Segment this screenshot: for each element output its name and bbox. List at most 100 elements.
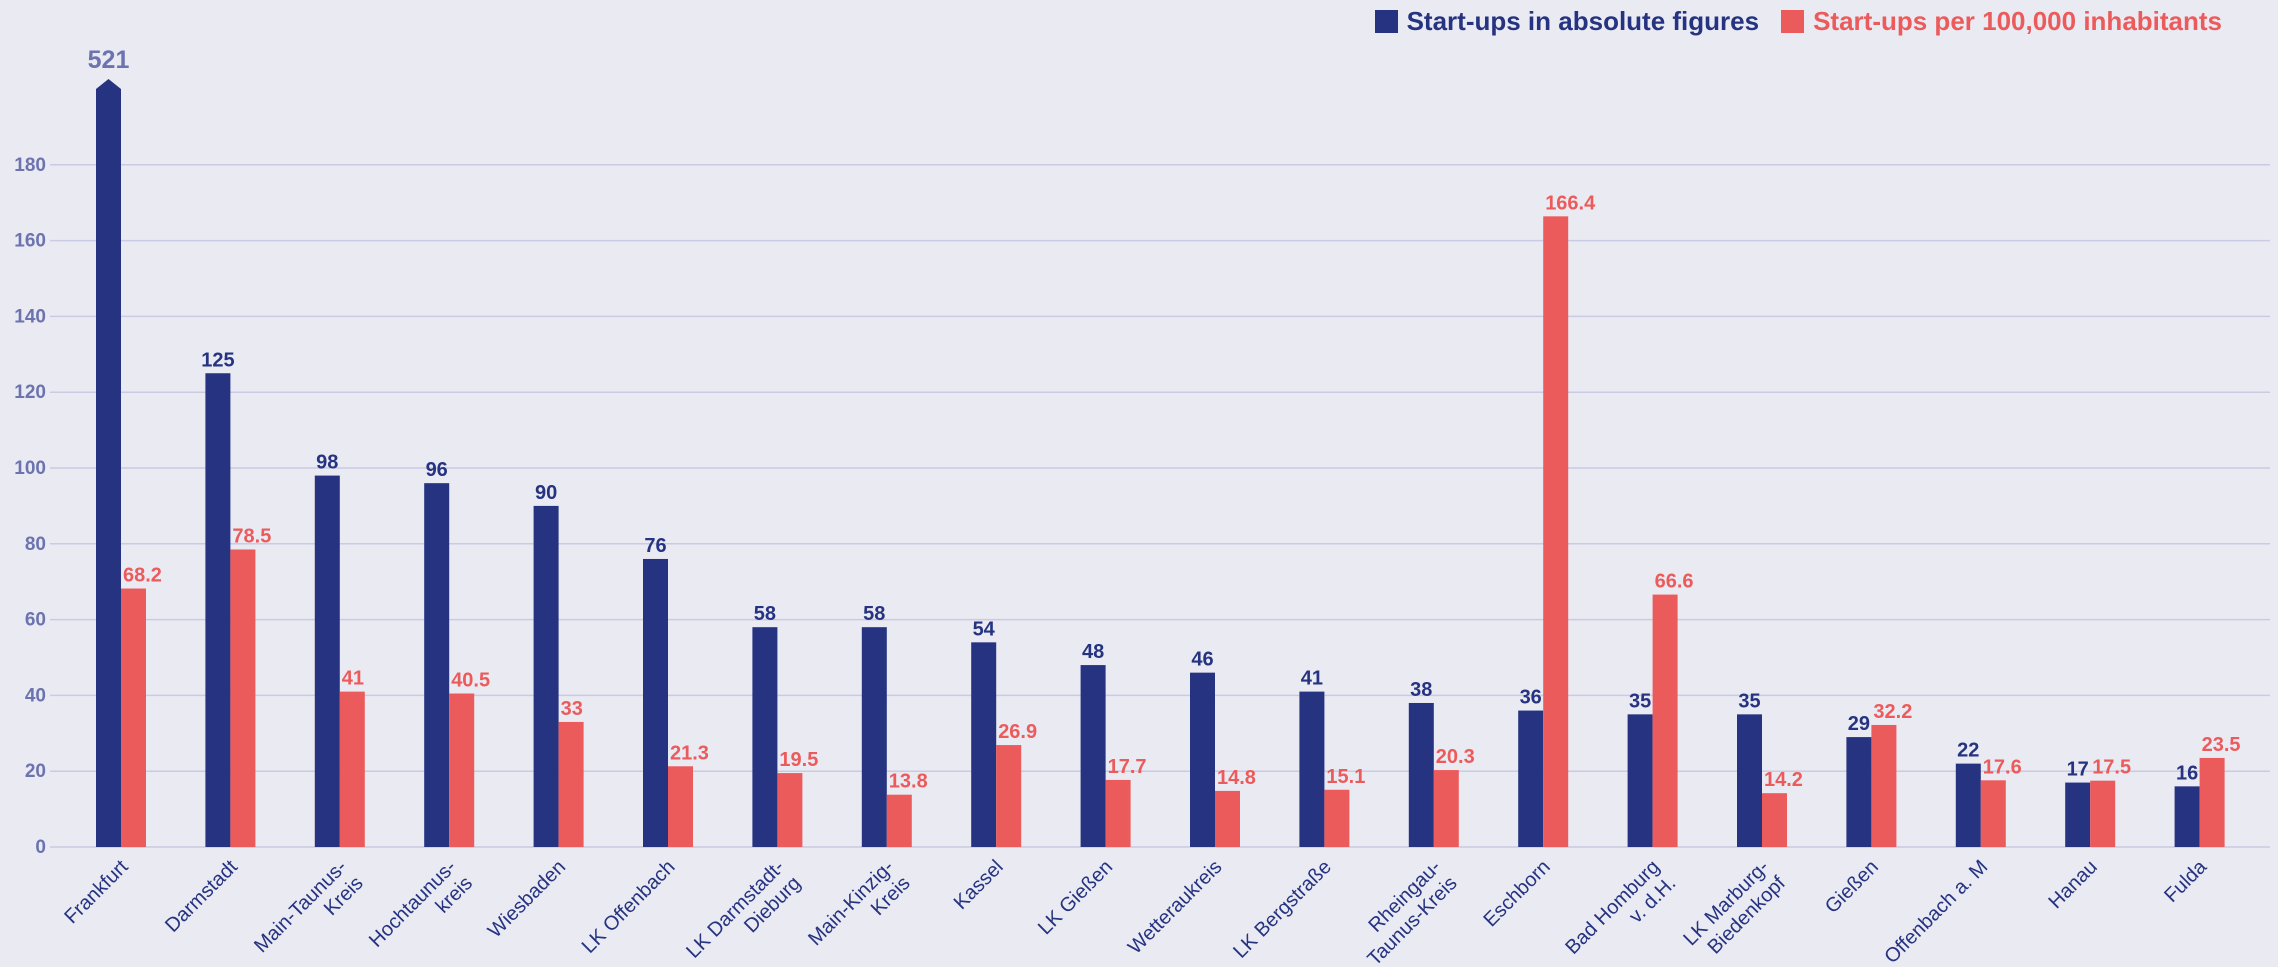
bar-per-capita bbox=[230, 549, 256, 847]
category-label-group: Wiesbaden bbox=[484, 856, 570, 942]
legend-swatch-per-capita bbox=[1781, 10, 1805, 33]
bar-absolute bbox=[1955, 763, 1981, 847]
bar-per-capita bbox=[1324, 789, 1350, 847]
category-label-group: Rheingau-Taunus-Kreis bbox=[1364, 856, 1462, 967]
bar-absolute bbox=[2065, 782, 2091, 847]
data-label: 90 bbox=[535, 482, 557, 504]
y-tick-label: 40 bbox=[25, 685, 46, 706]
category-label-group: Offenbach a. M bbox=[1880, 856, 1992, 967]
data-label: 15.1 bbox=[1326, 766, 1365, 788]
data-label: 35 bbox=[1738, 690, 1760, 712]
data-label: 58 bbox=[863, 603, 885, 625]
bar-per-capita bbox=[2090, 780, 2116, 847]
x-axis-categories: Frankfurt Darmstadt Main-Taunus-KreisHocht… bbox=[60, 855, 2211, 967]
data-label: 17.7 bbox=[1108, 756, 1147, 778]
bar-per-capita bbox=[1762, 793, 1787, 847]
data-label: 38 bbox=[1410, 679, 1432, 701]
bar-per-capita bbox=[996, 745, 1022, 847]
data-label: 13.8 bbox=[889, 771, 928, 793]
legend-label-per-capita: Start-ups per 100,000 inhabitants bbox=[1813, 6, 2222, 36]
data-label: 521 bbox=[88, 46, 130, 74]
y-tick-label: 140 bbox=[14, 306, 46, 327]
y-tick-label: 180 bbox=[14, 155, 46, 176]
category-label: Offenbach a. M bbox=[1880, 856, 1992, 967]
bar-per-capita bbox=[339, 691, 365, 847]
data-label: 40.5 bbox=[451, 670, 490, 692]
y-tick-label: 100 bbox=[14, 458, 46, 479]
bar-per-capita bbox=[558, 721, 584, 847]
bar-absolute bbox=[1518, 710, 1544, 847]
legend-item-absolute: Start-ups in absolute figures bbox=[1374, 6, 1760, 37]
data-label: 46 bbox=[1191, 649, 1213, 671]
category-label: Wetteraukreis bbox=[1124, 856, 1227, 959]
category-label-group: Darmstadt bbox=[161, 856, 242, 937]
bar-absolute bbox=[205, 373, 231, 847]
data-label: 20.3 bbox=[1436, 746, 1475, 768]
y-tick-label: 60 bbox=[25, 610, 46, 631]
data-label: 19.5 bbox=[779, 749, 818, 771]
bar-per-capita bbox=[1871, 724, 1897, 847]
data-label: 76 bbox=[644, 535, 666, 557]
category-label-group: Main-Kinzig-Kreis bbox=[804, 856, 914, 950]
data-label: 14.8 bbox=[1217, 767, 1256, 789]
data-label: 36 bbox=[1520, 687, 1542, 709]
category-label-group: LK Darmstadt-Dieburg bbox=[682, 856, 805, 963]
category-label-group: Hanau bbox=[2045, 856, 2102, 913]
bar-per-capita bbox=[2199, 757, 2225, 847]
category-label: Hanau bbox=[2045, 856, 2102, 913]
bar-absolute bbox=[1080, 665, 1106, 847]
data-label: 16 bbox=[2176, 762, 2198, 784]
y-tick-label: 80 bbox=[25, 534, 46, 555]
bar-absolute bbox=[314, 475, 340, 847]
category-label: Darmstadt bbox=[161, 856, 242, 937]
category-label-group: Gießen bbox=[1821, 856, 1883, 918]
data-label: 17.6 bbox=[1983, 756, 2022, 778]
bar-absolute bbox=[533, 505, 559, 847]
data-label: 58 bbox=[754, 603, 776, 625]
bar-absolute bbox=[752, 627, 778, 847]
data-label: 54 bbox=[973, 618, 996, 640]
data-label: 78.5 bbox=[232, 525, 271, 547]
bar-absolute bbox=[2174, 786, 2200, 847]
data-label: 66.6 bbox=[1655, 571, 1694, 593]
bar-absolute bbox=[96, 79, 121, 847]
legend-label-absolute: Start-ups in absolute figures bbox=[1406, 6, 1760, 36]
category-label: Kassel bbox=[950, 856, 1008, 914]
data-labels: 521 68.2 125 78.5 98 41 96 40.5 90 33 76 21.3 58 19.5… bbox=[88, 46, 2241, 793]
category-label: Wiesbaden bbox=[484, 856, 570, 942]
category-label-group: Kassel bbox=[950, 856, 1008, 914]
legend-item-per-capita: Start-ups per 100,000 inhabitants bbox=[1781, 6, 2222, 37]
category-label: Eschborn bbox=[1479, 856, 1554, 931]
y-axis-ticks: 0 20 40 60 80 100 120 140 160 180 bbox=[14, 155, 46, 858]
data-label: 23.5 bbox=[2202, 734, 2241, 756]
bar-per-capita bbox=[449, 693, 475, 847]
data-label: 17.5 bbox=[2092, 757, 2131, 779]
category-label-group: LK Bergstraße bbox=[1229, 856, 1336, 963]
category-label: Fulda bbox=[2160, 855, 2212, 907]
y-tick-label: 0 bbox=[35, 837, 46, 858]
bar-per-capita bbox=[1215, 790, 1240, 847]
data-label: 32.2 bbox=[1873, 701, 1912, 723]
bar-per-capita bbox=[1105, 779, 1131, 847]
bar-absolute bbox=[1408, 702, 1434, 847]
data-label: 29 bbox=[1848, 713, 1870, 735]
data-label: 14.2 bbox=[1764, 769, 1803, 791]
data-label: 125 bbox=[201, 349, 234, 371]
category-label-group: Wetteraukreis bbox=[1124, 856, 1227, 959]
bar-per-capita bbox=[1543, 216, 1569, 847]
y-tick-label: 160 bbox=[14, 231, 46, 252]
data-label: 68.2 bbox=[123, 565, 162, 587]
gridlines bbox=[50, 164, 2270, 848]
category-label: Gießen bbox=[1821, 856, 1883, 918]
y-tick-label: 20 bbox=[25, 761, 46, 782]
bar-absolute bbox=[643, 558, 668, 847]
bar-per-capita bbox=[1652, 594, 1678, 847]
category-label: Frankfurt bbox=[60, 856, 132, 928]
legend-swatch-absolute bbox=[1374, 10, 1398, 33]
data-label: 96 bbox=[426, 459, 448, 481]
bar-absolute bbox=[971, 642, 997, 847]
category-label-group: Frankfurt bbox=[60, 856, 132, 928]
bar-per-capita bbox=[1980, 780, 2006, 847]
